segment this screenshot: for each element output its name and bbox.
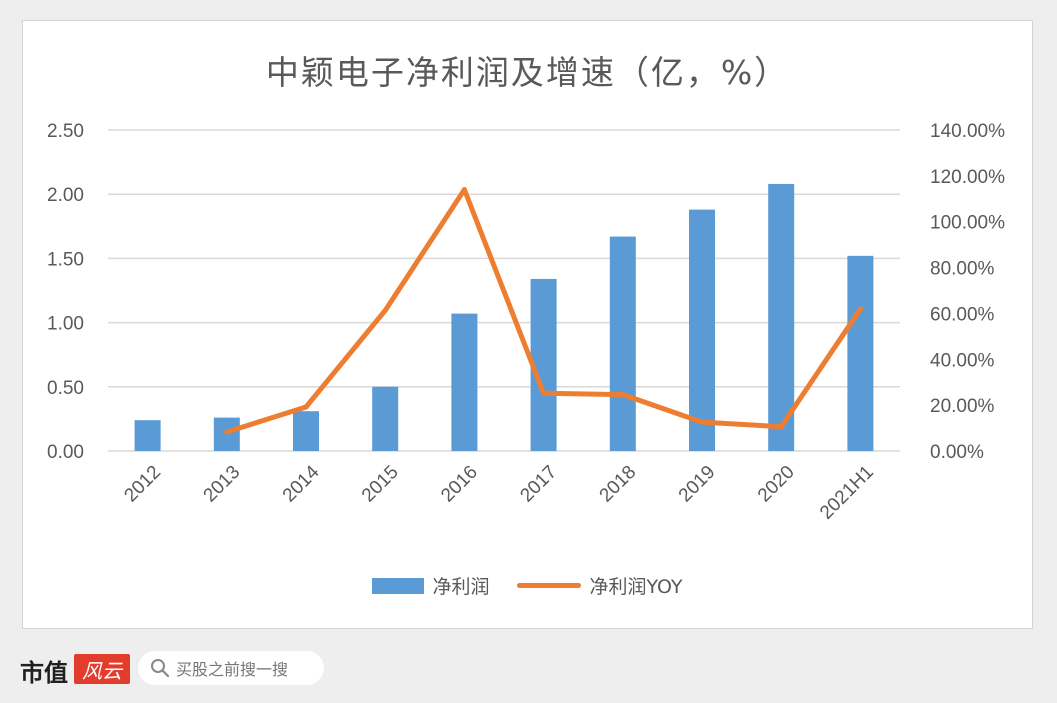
legend-item-yoy: 净利润YOY bbox=[517, 572, 683, 599]
legend-swatch-bar bbox=[372, 577, 425, 594]
y-left-tick-label: 2.50 bbox=[47, 121, 84, 142]
x-tick-label: 2016 bbox=[437, 462, 482, 507]
x-tick-label: 2019 bbox=[675, 462, 720, 507]
y-left-tick-label: 0.00 bbox=[47, 442, 84, 463]
x-tick-label: 2012 bbox=[120, 462, 165, 507]
y-right-tick-label: 60.00% bbox=[930, 304, 995, 325]
y-right-tick-label: 120.00% bbox=[930, 167, 1005, 188]
brand-logo: 风云 bbox=[74, 654, 130, 684]
footer-bar: 市值 风云 买股之前搜一搜 bbox=[0, 640, 1057, 703]
bar bbox=[847, 255, 874, 451]
line-point bbox=[303, 404, 309, 410]
legend-item-net-profit: 净利润 bbox=[372, 572, 489, 599]
legend-label-net-profit: 净利润 bbox=[432, 576, 490, 598]
y-right-tick-label: 0.00% bbox=[930, 442, 984, 463]
line-point bbox=[224, 429, 230, 435]
x-tick-label: 2020 bbox=[754, 462, 799, 507]
y-left-tick-label: 1.00 bbox=[47, 314, 84, 335]
y-right-tick-label: 80.00% bbox=[930, 259, 995, 280]
y-right-tick-label: 100.00% bbox=[930, 213, 1005, 234]
y-right-tick-label: 20.00% bbox=[930, 396, 995, 417]
bar bbox=[689, 209, 715, 451]
x-tick-label: 2014 bbox=[279, 461, 324, 506]
line-point bbox=[620, 392, 626, 398]
line-point bbox=[857, 306, 863, 312]
y-left-tick-label: 1.50 bbox=[47, 249, 84, 270]
y-right-tick-label: 40.00% bbox=[930, 350, 995, 371]
line-point bbox=[461, 187, 467, 193]
line-point bbox=[541, 390, 547, 396]
legend-label-yoy: 净利润YOY bbox=[589, 576, 683, 598]
line-point bbox=[778, 424, 784, 430]
x-tick-label: 2017 bbox=[516, 462, 561, 507]
y-left-tick-label: 0.50 bbox=[47, 378, 84, 399]
search-input[interactable]: 买股之前搜一搜 bbox=[138, 651, 324, 685]
brand-name: 市值 bbox=[20, 658, 68, 687]
x-tick-label: 2018 bbox=[596, 462, 641, 507]
x-tick-label: 2013 bbox=[200, 462, 245, 507]
legend-swatch-line bbox=[517, 583, 582, 588]
chart-title: 中颖电子净利润及增速（亿，%） bbox=[265, 53, 790, 92]
search-icon bbox=[151, 659, 170, 678]
search-placeholder: 买股之前搜一搜 bbox=[176, 660, 289, 679]
line-point bbox=[382, 307, 388, 313]
bar bbox=[134, 420, 161, 451]
y-right-tick-label: 140.00% bbox=[930, 121, 1005, 142]
bar bbox=[372, 386, 399, 451]
x-tick-label: 2021H1 bbox=[816, 462, 878, 524]
chart-legend: 净利润 净利润YOY bbox=[22, 572, 1033, 599]
bar bbox=[609, 236, 636, 451]
bar bbox=[293, 411, 319, 451]
bar bbox=[768, 183, 795, 452]
line-point bbox=[699, 419, 705, 425]
x-tick-label: 2015 bbox=[358, 462, 403, 507]
y-left-tick-label: 2.00 bbox=[47, 185, 84, 206]
bar bbox=[451, 313, 478, 451]
